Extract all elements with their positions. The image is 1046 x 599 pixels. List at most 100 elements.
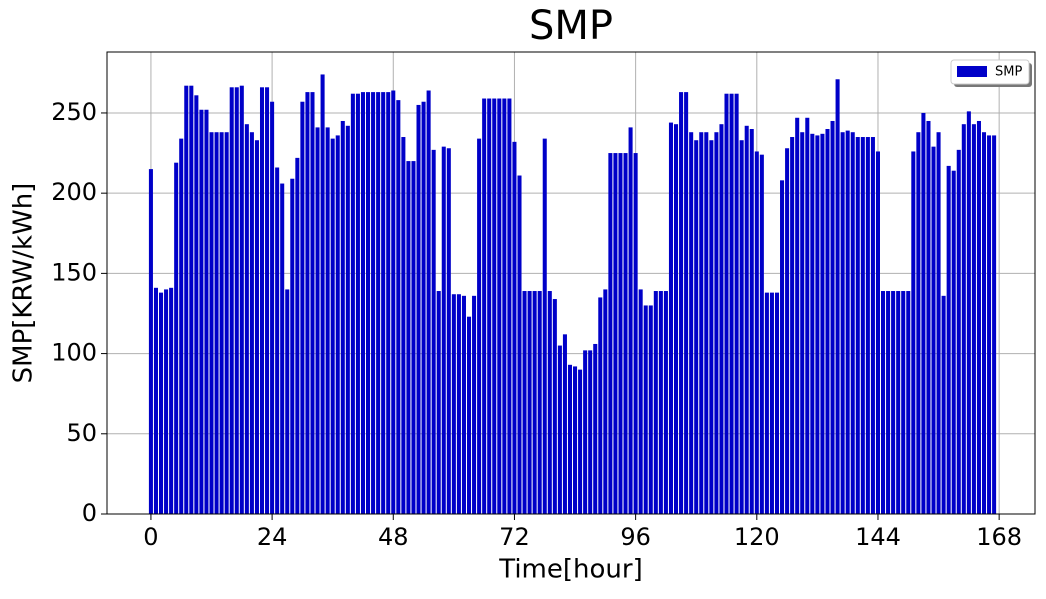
bar <box>169 287 174 514</box>
bar <box>860 137 865 515</box>
bar <box>360 92 366 515</box>
bar <box>441 146 446 515</box>
bar <box>148 169 153 514</box>
bar <box>224 132 229 515</box>
bar <box>527 291 532 514</box>
bar <box>204 109 209 514</box>
bar <box>987 135 992 514</box>
bar <box>300 101 305 515</box>
bar <box>446 148 451 514</box>
bar <box>764 292 769 514</box>
bar <box>234 87 239 515</box>
bar <box>567 364 573 514</box>
bar <box>497 98 502 514</box>
bar <box>896 291 901 514</box>
bar <box>355 93 360 514</box>
y-tick-label: 250 <box>51 98 97 126</box>
bar <box>477 138 482 514</box>
bar <box>881 291 886 514</box>
x-tick-label: 96 <box>620 523 651 551</box>
bar <box>653 291 658 514</box>
bar <box>840 132 845 515</box>
bar <box>673 124 679 514</box>
plot-frame <box>106 51 1036 515</box>
bar <box>275 167 280 514</box>
bar <box>295 157 300 514</box>
bar <box>911 151 916 515</box>
x-tick-label: 168 <box>976 523 1022 551</box>
bar <box>774 292 780 514</box>
bar <box>522 291 527 514</box>
bar <box>618 153 623 514</box>
bar <box>613 153 618 514</box>
bar <box>259 87 265 515</box>
bar <box>194 95 199 514</box>
bar <box>492 98 497 514</box>
bar <box>396 100 401 514</box>
bar <box>679 92 684 515</box>
bar <box>724 93 729 514</box>
bar <box>901 291 906 514</box>
x-tick-label: 72 <box>499 523 530 551</box>
bar <box>638 289 643 514</box>
bar <box>734 93 739 514</box>
bar <box>547 291 552 514</box>
bar <box>603 289 608 514</box>
legend-label: SMP <box>995 65 1022 80</box>
bar <box>416 104 421 514</box>
bar <box>623 153 628 514</box>
legend: SMP <box>950 59 1032 87</box>
bar <box>315 127 320 514</box>
x-tick-label: 0 <box>143 523 158 551</box>
bar <box>855 137 860 515</box>
bar <box>956 149 961 514</box>
bar <box>381 92 386 515</box>
bar <box>790 137 795 515</box>
x-tick-label: 24 <box>257 523 288 551</box>
bar <box>684 92 689 515</box>
bar <box>633 153 638 514</box>
bar <box>391 90 396 514</box>
bar <box>401 137 406 515</box>
bar <box>850 132 855 515</box>
bar <box>244 124 249 514</box>
bar <box>689 132 694 515</box>
bar <box>280 183 285 514</box>
bar <box>971 124 976 514</box>
bar <box>608 153 613 514</box>
y-axis-label: SMP[KRW/kWh] <box>9 183 39 384</box>
bar <box>739 140 744 514</box>
bar <box>406 161 411 515</box>
bar <box>663 291 668 514</box>
bar <box>795 117 800 514</box>
x-tick-label: 48 <box>378 523 409 551</box>
bar <box>936 132 941 515</box>
bar <box>426 90 431 514</box>
bar <box>800 132 805 515</box>
bar <box>537 291 542 514</box>
bar <box>810 133 815 514</box>
bar <box>820 133 825 514</box>
bar <box>421 101 426 515</box>
bar <box>906 291 911 514</box>
bar <box>376 92 381 515</box>
bar <box>557 345 562 514</box>
bar <box>411 161 416 515</box>
bar <box>598 297 603 514</box>
bar <box>744 125 749 515</box>
bar <box>648 305 653 514</box>
bar <box>886 291 891 514</box>
bar <box>709 140 714 514</box>
bar <box>835 79 840 514</box>
y-tick-label: 0 <box>82 499 97 527</box>
bar <box>371 92 376 515</box>
bar <box>981 132 987 515</box>
bar <box>830 120 835 515</box>
bar <box>992 135 997 514</box>
bar <box>340 120 345 515</box>
bar <box>966 111 971 515</box>
bar <box>588 350 593 514</box>
bar <box>870 137 875 515</box>
bar <box>254 140 259 514</box>
bar <box>704 132 709 515</box>
